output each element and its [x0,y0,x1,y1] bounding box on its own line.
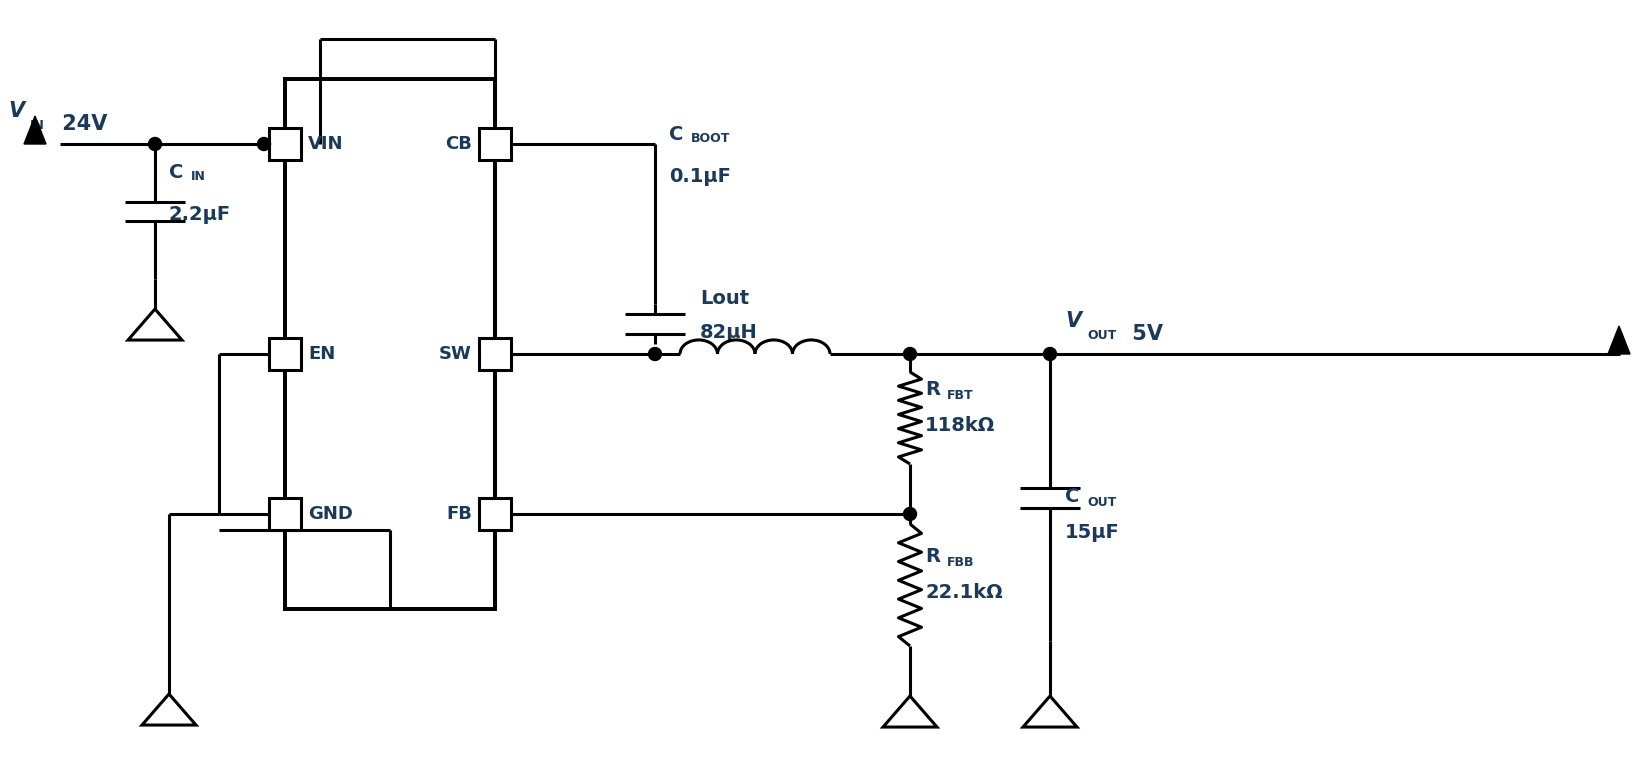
Text: IN: IN [30,119,44,132]
Text: 2.2μF: 2.2μF [169,205,231,224]
Bar [479,128,511,160]
Bar [285,79,495,609]
Text: 5V: 5V [1124,324,1164,344]
Text: VIN: VIN [308,135,344,153]
Text: 15μF: 15μF [1065,523,1119,542]
Text: OUT: OUT [1087,497,1116,510]
Text: 118kΩ: 118kΩ [924,416,995,435]
Text: 24V: 24V [56,114,108,134]
Circle shape [903,348,916,361]
Bar [269,128,302,160]
Circle shape [149,138,162,151]
Text: OUT: OUT [1087,329,1116,342]
Bar [479,498,511,530]
Text: C: C [169,163,184,182]
Circle shape [649,348,662,361]
Text: EN: EN [308,345,336,363]
Text: Lout: Lout [700,290,749,309]
Text: FBT: FBT [947,390,974,403]
Text: SW: SW [439,345,472,363]
FancyArrow shape [25,116,46,144]
Bar [269,498,302,530]
Circle shape [257,138,270,151]
Text: IN: IN [192,170,207,183]
Text: CB: CB [446,135,472,153]
Text: 82μH: 82μH [700,322,757,342]
Text: FBB: FBB [947,556,975,569]
Circle shape [903,507,916,520]
Bar [269,338,302,370]
Text: 0.1μF: 0.1μF [669,167,731,186]
Text: GND: GND [308,505,352,523]
Text: R: R [924,548,941,566]
Bar [479,338,511,370]
Text: R: R [924,380,941,400]
Text: V: V [8,101,25,121]
Text: V: V [1065,311,1082,331]
Text: FB: FB [446,505,472,523]
Text: BOOT: BOOT [692,132,731,145]
Circle shape [1044,348,1057,361]
Text: C: C [669,125,683,144]
Text: 22.1kΩ: 22.1kΩ [924,584,1003,603]
FancyArrow shape [1608,326,1631,354]
Text: C: C [1065,487,1080,507]
